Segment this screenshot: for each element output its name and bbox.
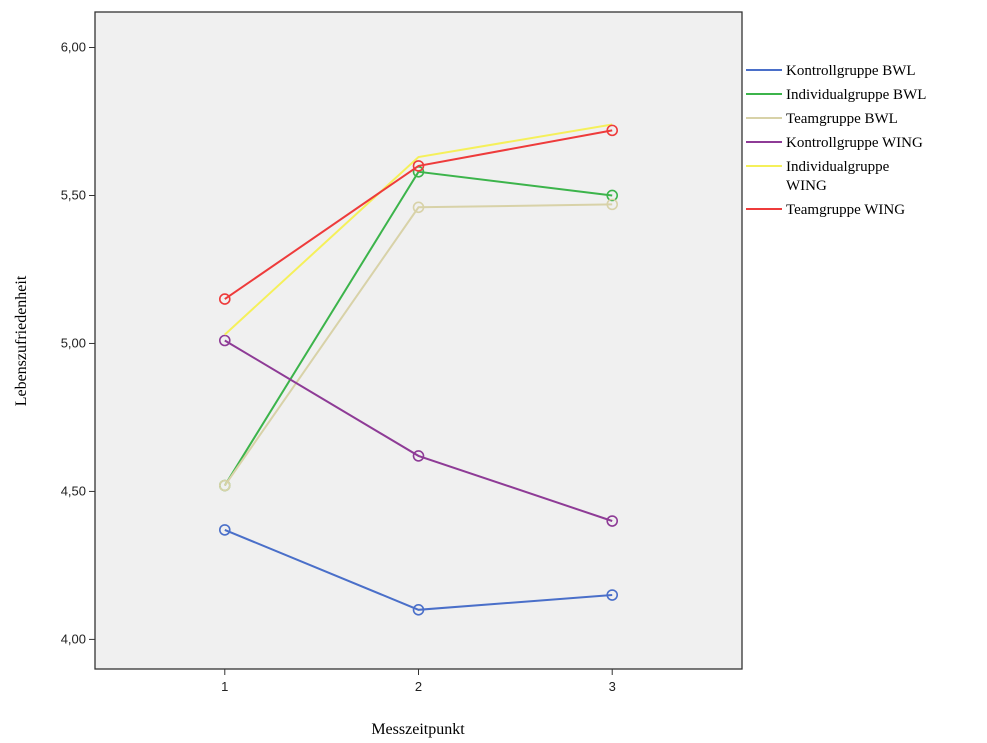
- data-point: [606, 198, 619, 211]
- data-point: [412, 604, 425, 616]
- series-3: [218, 198, 619, 492]
- data-point: [412, 160, 425, 172]
- y-tick-label: 5,00: [61, 335, 86, 350]
- legend-item: Individualgruppe BWL: [746, 87, 926, 103]
- data-point: [606, 124, 619, 137]
- data-point: [218, 479, 231, 492]
- data-point: [218, 293, 231, 305]
- legend-item: Teamgruppe WING: [746, 202, 905, 218]
- x-axis-label: Messzeitpunkt: [371, 721, 465, 738]
- y-tick-label: 4,00: [61, 631, 86, 646]
- series-5: [224, 123, 613, 336]
- x-tick-label: 2: [415, 679, 422, 694]
- series-6: [218, 124, 619, 305]
- legend-item: Teamgruppe BWL: [746, 111, 898, 127]
- x-axis: 1 2 3: [221, 669, 616, 694]
- data-point: [606, 589, 619, 601]
- y-tick-label: 4,50: [61, 483, 86, 498]
- legend-label: Teamgruppe BWL: [786, 111, 898, 127]
- series-line: [223, 203, 613, 487]
- series-line: [224, 129, 613, 300]
- data-point: [218, 524, 231, 536]
- legend: Kontrollgruppe BWL Individualgruppe BWL Te…: [746, 63, 926, 218]
- legend-item: Kontrollgruppe WING: [746, 135, 923, 151]
- plot-area: [94, 11, 743, 670]
- data-point: [412, 450, 425, 462]
- legend-item: Kontrollgruppe BWL: [746, 63, 916, 79]
- x-tick-label: 1: [221, 679, 228, 694]
- legend-label: Kontrollgruppe WING: [786, 135, 923, 151]
- series-line: [224, 339, 613, 522]
- legend-label: Individualgruppe BWL: [786, 87, 926, 103]
- series-line: [224, 528, 613, 611]
- series-4: [218, 334, 619, 527]
- series-line: [224, 123, 613, 336]
- y-tick-label: 6,00: [61, 40, 86, 55]
- legend-label: WING: [786, 178, 827, 194]
- x-tick-label: 3: [609, 679, 616, 694]
- series-line: [223, 170, 613, 487]
- data-point: [218, 334, 231, 347]
- legend-label: Kontrollgruppe BWL: [786, 63, 916, 79]
- y-axis: 4,00 4,50 5,00 5,50 6,00: [61, 40, 95, 646]
- data-point: [412, 201, 425, 214]
- legend-item: Individualgruppe WING: [746, 159, 890, 194]
- series-group: [218, 123, 619, 616]
- legend-label: Teamgruppe WING: [786, 202, 905, 218]
- y-tick-label: 5,50: [61, 187, 86, 202]
- data-point: [606, 189, 619, 202]
- data-point: [606, 515, 619, 527]
- legend-label: Individualgruppe: [786, 159, 890, 175]
- series-1: [218, 524, 619, 616]
- y-axis-label: Lebenszufriedenheit: [13, 275, 30, 406]
